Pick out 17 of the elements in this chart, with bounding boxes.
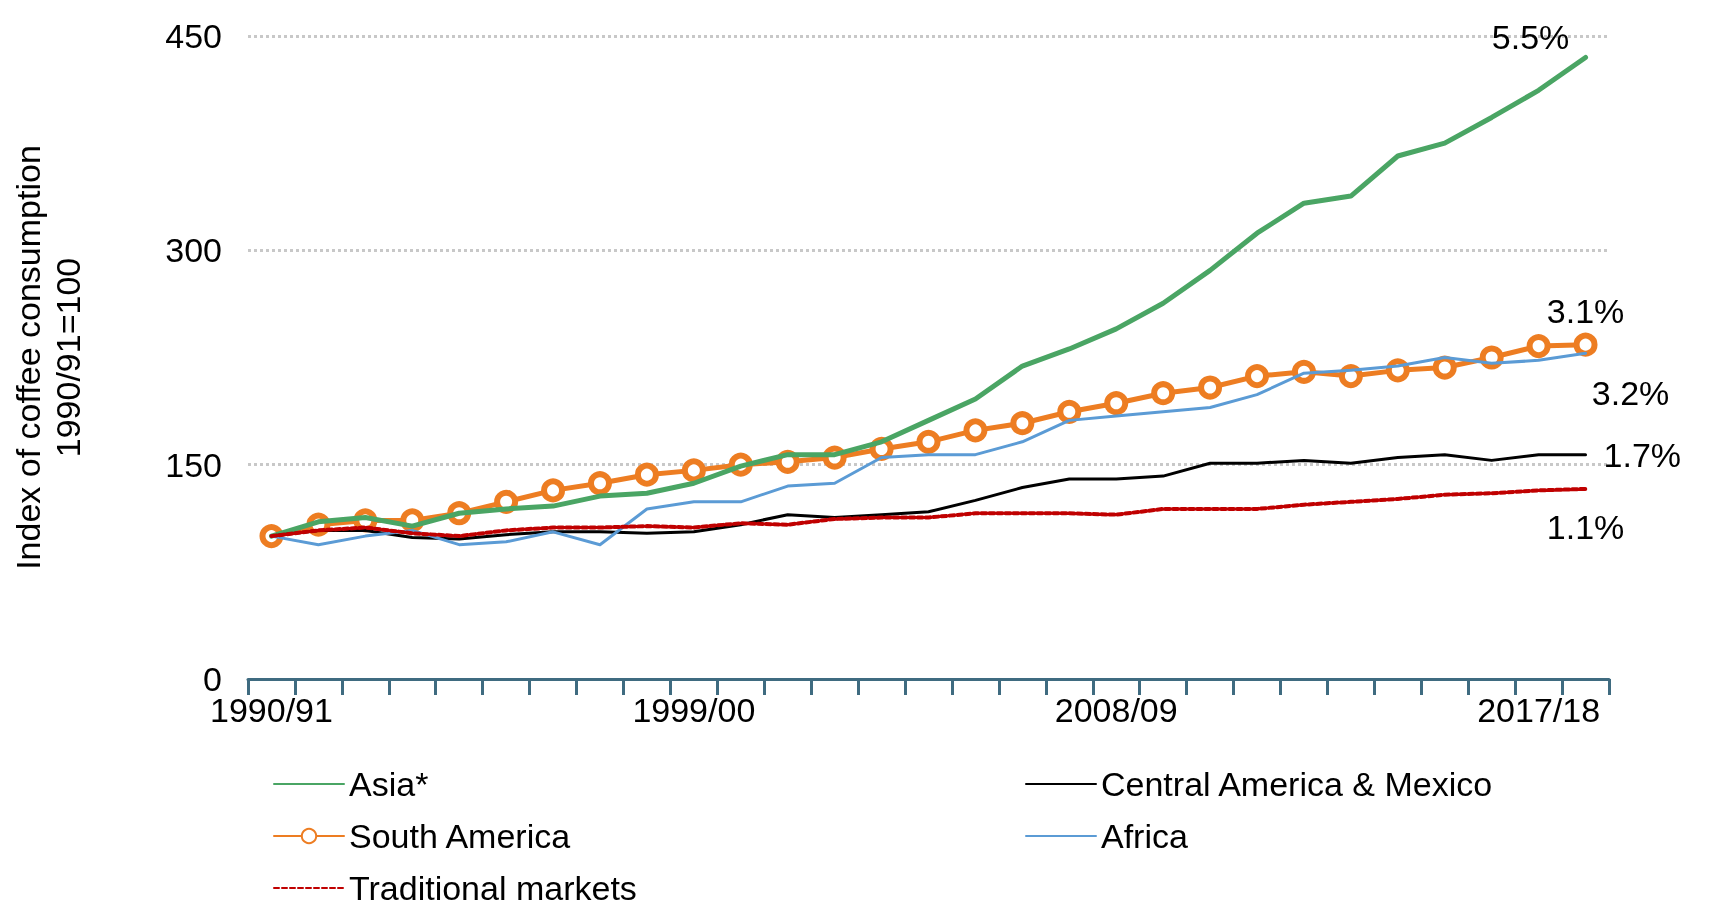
y-tick-label: 450 [165,17,222,55]
y-tick-label: 300 [165,231,222,270]
annotation: 1.7% [1603,435,1682,474]
x-tick-label: 2017/18 [1477,691,1601,729]
legend-label: Central America & Mexico [1101,765,1493,803]
annotation: 5.5% [1491,18,1570,57]
x-tick-label: 1999/00 [632,691,756,729]
legend-label: South America [349,817,571,855]
legend-label: Africa [1101,817,1188,855]
legend-label: Asia* [349,765,429,803]
x-tick-label: 2008/09 [1054,691,1178,729]
y-axis-title: Index of coffee consumption 1990/91=100 [9,145,87,570]
annotation: 3.2% [1591,374,1670,413]
annotation: 1.1% [1546,507,1625,546]
annotation: 3.1% [1546,291,1625,330]
legend-label: Traditional markets [349,869,637,907]
y-tick-label: 150 [165,445,222,484]
